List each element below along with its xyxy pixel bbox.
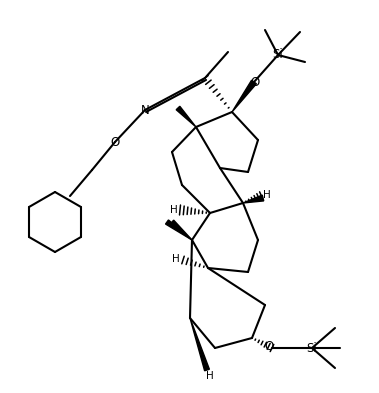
Text: O: O <box>265 340 274 353</box>
Text: O: O <box>110 136 120 149</box>
Text: H: H <box>170 205 178 215</box>
Polygon shape <box>243 195 264 203</box>
Text: Si: Si <box>307 342 317 354</box>
Text: Si: Si <box>273 48 283 61</box>
Text: H: H <box>172 254 180 264</box>
Polygon shape <box>232 80 257 112</box>
Polygon shape <box>166 220 192 240</box>
Polygon shape <box>170 220 192 240</box>
Polygon shape <box>176 106 196 127</box>
Text: O: O <box>251 77 260 90</box>
Polygon shape <box>190 318 209 371</box>
Text: N: N <box>141 103 149 116</box>
Text: H: H <box>263 190 271 200</box>
Text: H: H <box>206 371 214 381</box>
